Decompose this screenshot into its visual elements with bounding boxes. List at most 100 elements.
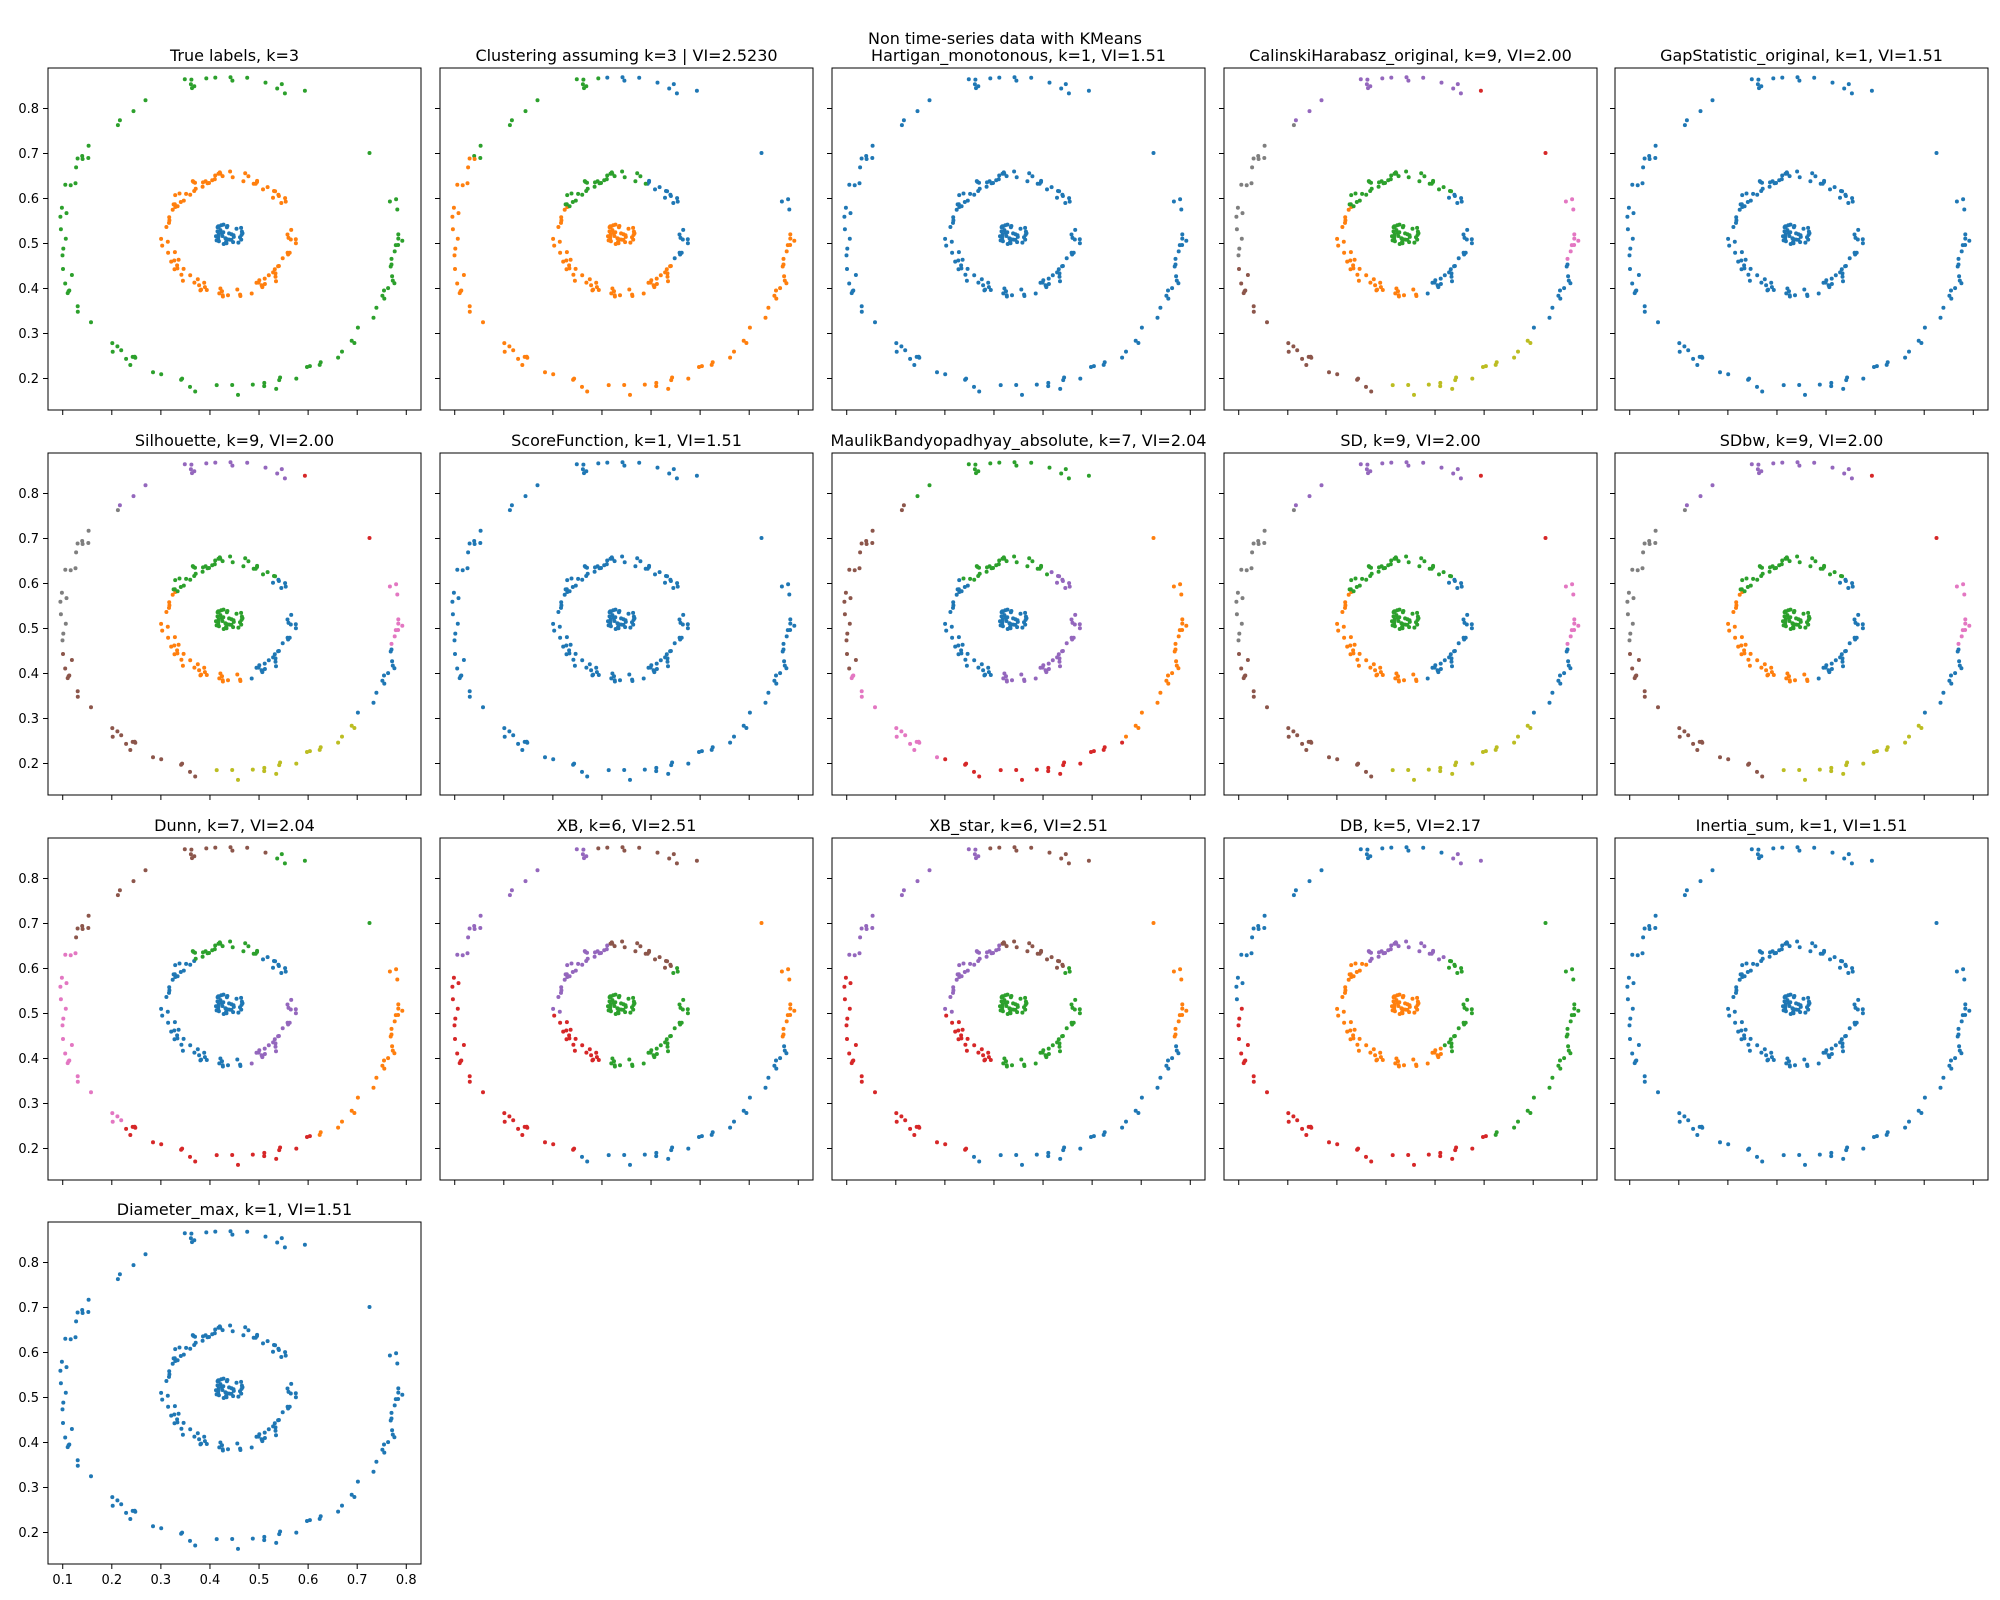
data-point xyxy=(294,376,299,381)
data-point xyxy=(1015,1010,1020,1015)
data-point xyxy=(1383,181,1387,185)
data-point xyxy=(1034,1152,1039,1157)
data-point xyxy=(1060,649,1065,654)
data-point xyxy=(685,1007,690,1012)
data-point xyxy=(228,554,233,559)
data-point xyxy=(522,354,527,359)
data-point xyxy=(573,968,578,973)
data-point xyxy=(1760,389,1765,394)
data-point xyxy=(188,1043,193,1048)
data-point xyxy=(193,956,198,961)
data-point xyxy=(1407,618,1412,623)
data-point xyxy=(1760,950,1764,955)
data-point xyxy=(1872,365,1876,369)
data-point xyxy=(1447,1040,1452,1045)
data-point xyxy=(1566,1048,1571,1053)
data-point xyxy=(564,258,569,263)
data-point xyxy=(203,1333,208,1338)
data-point xyxy=(184,576,189,581)
data-point xyxy=(1291,893,1296,898)
data-point xyxy=(1822,565,1826,569)
data-point xyxy=(619,1001,624,1006)
y-tick-label: 0.8 xyxy=(18,487,39,502)
data-point xyxy=(1803,625,1808,630)
data-point xyxy=(213,943,218,948)
data-point xyxy=(654,661,659,666)
data-point xyxy=(396,1006,401,1011)
data-point xyxy=(663,270,668,275)
data-point xyxy=(1058,1049,1062,1054)
data-point xyxy=(1734,218,1739,223)
data-point xyxy=(1400,1009,1405,1014)
data-point xyxy=(192,1238,197,1243)
data-point xyxy=(188,1346,193,1351)
data-point xyxy=(850,289,855,294)
data-point xyxy=(1470,1146,1475,1151)
data-point xyxy=(1565,1026,1570,1031)
data-point xyxy=(1686,733,1691,738)
data-point xyxy=(1843,577,1848,582)
data-point xyxy=(80,539,85,543)
data-point xyxy=(1358,462,1363,467)
data-point xyxy=(1073,612,1078,617)
data-point xyxy=(1180,628,1185,632)
data-point xyxy=(901,118,906,123)
data-point xyxy=(642,382,647,387)
data-point xyxy=(1058,664,1062,669)
data-point xyxy=(1793,678,1797,683)
data-point xyxy=(1056,267,1061,272)
data-point xyxy=(616,624,621,629)
data-point xyxy=(1810,556,1815,561)
data-point xyxy=(1158,305,1163,310)
data-point xyxy=(220,174,225,179)
data-point xyxy=(73,1335,78,1340)
data-point xyxy=(60,253,65,258)
data-point xyxy=(1956,1032,1961,1037)
data-point xyxy=(1295,733,1300,738)
data-point xyxy=(400,238,405,243)
data-point xyxy=(585,774,590,779)
data-point xyxy=(1802,1057,1807,1062)
data-point xyxy=(1807,616,1812,621)
data-point xyxy=(675,196,680,201)
data-point xyxy=(1086,88,1091,93)
data-point xyxy=(220,944,225,949)
data-point xyxy=(1845,375,1850,380)
data-point xyxy=(1732,624,1737,629)
data-point xyxy=(214,383,219,388)
data-point xyxy=(870,541,875,545)
data-point xyxy=(165,239,170,244)
data-point xyxy=(382,1066,387,1071)
data-point xyxy=(741,1108,746,1113)
data-point xyxy=(188,192,193,197)
data-point xyxy=(1049,570,1054,575)
data-point xyxy=(61,1037,65,1041)
data-point xyxy=(1008,624,1013,629)
scatter-points xyxy=(1234,460,1581,782)
data-point xyxy=(1380,1058,1385,1062)
data-point xyxy=(80,157,85,161)
data-point xyxy=(516,356,521,361)
data-point xyxy=(842,997,847,1002)
y-tick-label: 0.4 xyxy=(18,667,39,682)
data-point xyxy=(1760,1159,1765,1164)
data-point xyxy=(1024,616,1029,621)
data-point xyxy=(58,214,63,219)
data-point xyxy=(465,181,470,186)
data-point xyxy=(1884,747,1889,752)
scatter-points xyxy=(450,845,797,1167)
data-point xyxy=(1625,599,1630,604)
data-point xyxy=(1528,726,1533,730)
data-point xyxy=(1400,239,1405,244)
data-point xyxy=(594,670,599,675)
data-point xyxy=(167,1372,172,1377)
data-point xyxy=(400,623,405,628)
data-point xyxy=(218,286,223,291)
data-point xyxy=(654,667,659,671)
data-point xyxy=(1055,655,1060,660)
data-point xyxy=(1049,185,1054,190)
data-point xyxy=(981,668,986,673)
data-point xyxy=(396,617,401,622)
data-point xyxy=(1452,192,1457,197)
data-point xyxy=(633,179,638,184)
